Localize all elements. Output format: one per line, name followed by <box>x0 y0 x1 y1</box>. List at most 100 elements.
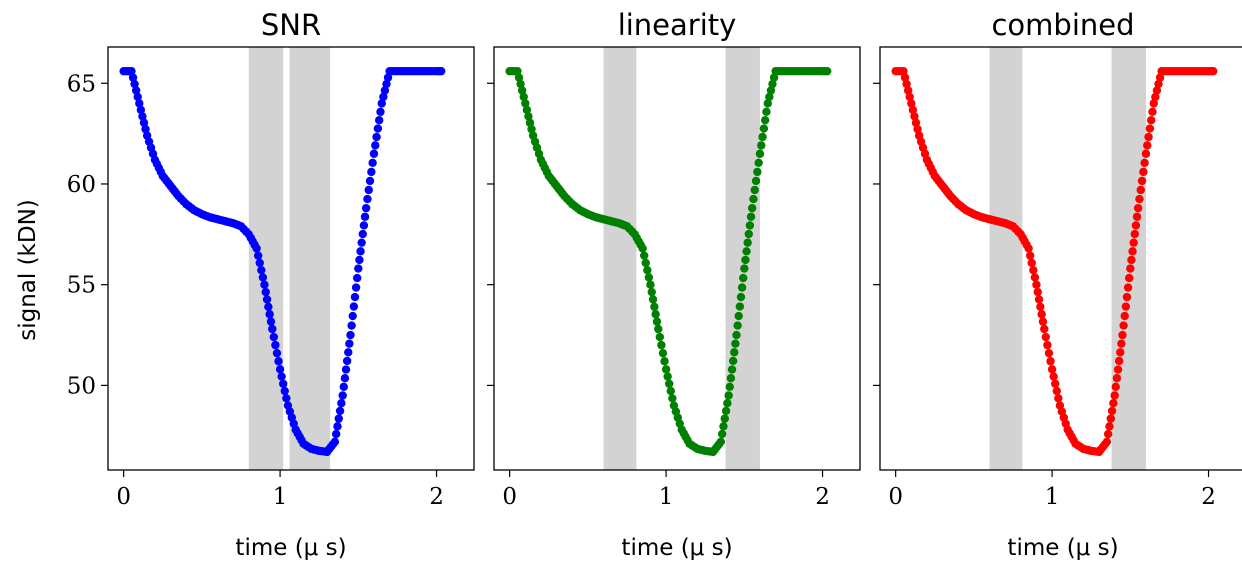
data-point <box>1109 398 1118 408</box>
data-point <box>738 273 748 283</box>
data-point <box>1040 324 1049 334</box>
data-point <box>513 66 522 76</box>
data-point <box>755 149 765 158</box>
data-point <box>1027 258 1036 268</box>
data-point <box>1043 340 1052 350</box>
data-point <box>762 107 771 116</box>
data-point <box>724 391 733 400</box>
data-point <box>1118 330 1127 340</box>
data-point <box>525 118 535 127</box>
data-point <box>1130 229 1139 239</box>
data-point <box>1036 302 1045 312</box>
data-point <box>1038 317 1048 326</box>
data-point <box>261 287 270 297</box>
data-point <box>737 283 747 292</box>
data-point <box>257 265 266 275</box>
data-point <box>369 149 379 158</box>
data-point <box>727 365 737 374</box>
data-point <box>769 73 779 82</box>
data-point <box>358 229 367 239</box>
data-point <box>1106 414 1115 423</box>
x-tick-label: 1 <box>273 484 288 510</box>
data-point <box>258 273 268 282</box>
data-point <box>719 422 728 431</box>
data-point <box>383 73 393 82</box>
data-point <box>377 99 386 108</box>
data-point <box>344 348 353 357</box>
data-point <box>1146 115 1156 125</box>
data-point <box>1029 265 1038 275</box>
panel-title: SNR <box>261 8 321 42</box>
data-point <box>524 112 533 121</box>
data-point <box>1154 79 1163 89</box>
shaded-region <box>289 47 331 470</box>
data-point <box>655 332 665 342</box>
data-point <box>1127 255 1136 265</box>
data-point <box>365 176 375 186</box>
data-point <box>731 339 740 348</box>
x-axis-label: time (μ s) <box>621 535 732 561</box>
data-point <box>1117 339 1126 348</box>
data-point <box>902 79 911 89</box>
data-point <box>361 203 371 213</box>
data-point <box>734 311 743 321</box>
data-point <box>760 115 770 125</box>
data-point <box>742 247 751 256</box>
data-point <box>139 118 149 127</box>
data-point <box>282 394 291 403</box>
data-point <box>334 414 343 423</box>
data-point <box>1114 356 1124 366</box>
data-point <box>1155 73 1165 82</box>
data-point <box>341 365 351 374</box>
data-point <box>330 437 340 446</box>
panel-title: combined <box>991 8 1134 42</box>
data-point <box>1049 372 1058 381</box>
data-point <box>759 124 769 133</box>
data-point <box>903 86 913 95</box>
data-point <box>372 132 381 142</box>
data-point <box>741 255 750 265</box>
y-axis-label: signal (kDN) <box>15 199 41 341</box>
data-point <box>1209 66 1218 76</box>
panel-linearity: linearity 0 1 2 time (μ s) <box>487 8 861 561</box>
data-point <box>275 365 285 374</box>
data-point <box>331 429 341 439</box>
data-point <box>1151 92 1160 102</box>
data-point <box>1149 99 1158 108</box>
data-point <box>1046 357 1055 366</box>
data-point <box>913 124 922 134</box>
data-point <box>371 141 380 150</box>
data-point <box>373 124 383 133</box>
data-point <box>823 66 832 76</box>
data-point <box>720 414 729 423</box>
shaded-region <box>248 47 284 470</box>
data-point <box>1143 141 1152 150</box>
data-point <box>357 238 366 247</box>
data-point <box>1102 437 1112 446</box>
data-point <box>726 374 736 383</box>
data-point <box>352 273 362 283</box>
x-tick-label: 0 <box>502 484 517 510</box>
data-point <box>911 118 921 127</box>
data-point <box>735 302 745 311</box>
data-point <box>1103 429 1113 439</box>
data-point <box>765 92 774 102</box>
data-point <box>128 73 138 82</box>
data-point <box>272 348 282 358</box>
data-point <box>527 124 536 134</box>
data-point <box>1113 365 1123 374</box>
data-point <box>639 251 649 260</box>
data-point <box>265 310 274 319</box>
data-point <box>517 86 527 95</box>
data-point <box>274 357 283 366</box>
data-point <box>1122 292 1132 302</box>
data-point <box>743 238 752 247</box>
data-point <box>638 244 647 253</box>
data-point <box>356 247 365 256</box>
data-point <box>732 330 741 340</box>
data-point <box>1024 244 1033 253</box>
data-point <box>643 265 652 275</box>
data-point <box>730 348 739 357</box>
data-point <box>768 79 777 89</box>
x-tick-label: 2 <box>1201 484 1216 510</box>
